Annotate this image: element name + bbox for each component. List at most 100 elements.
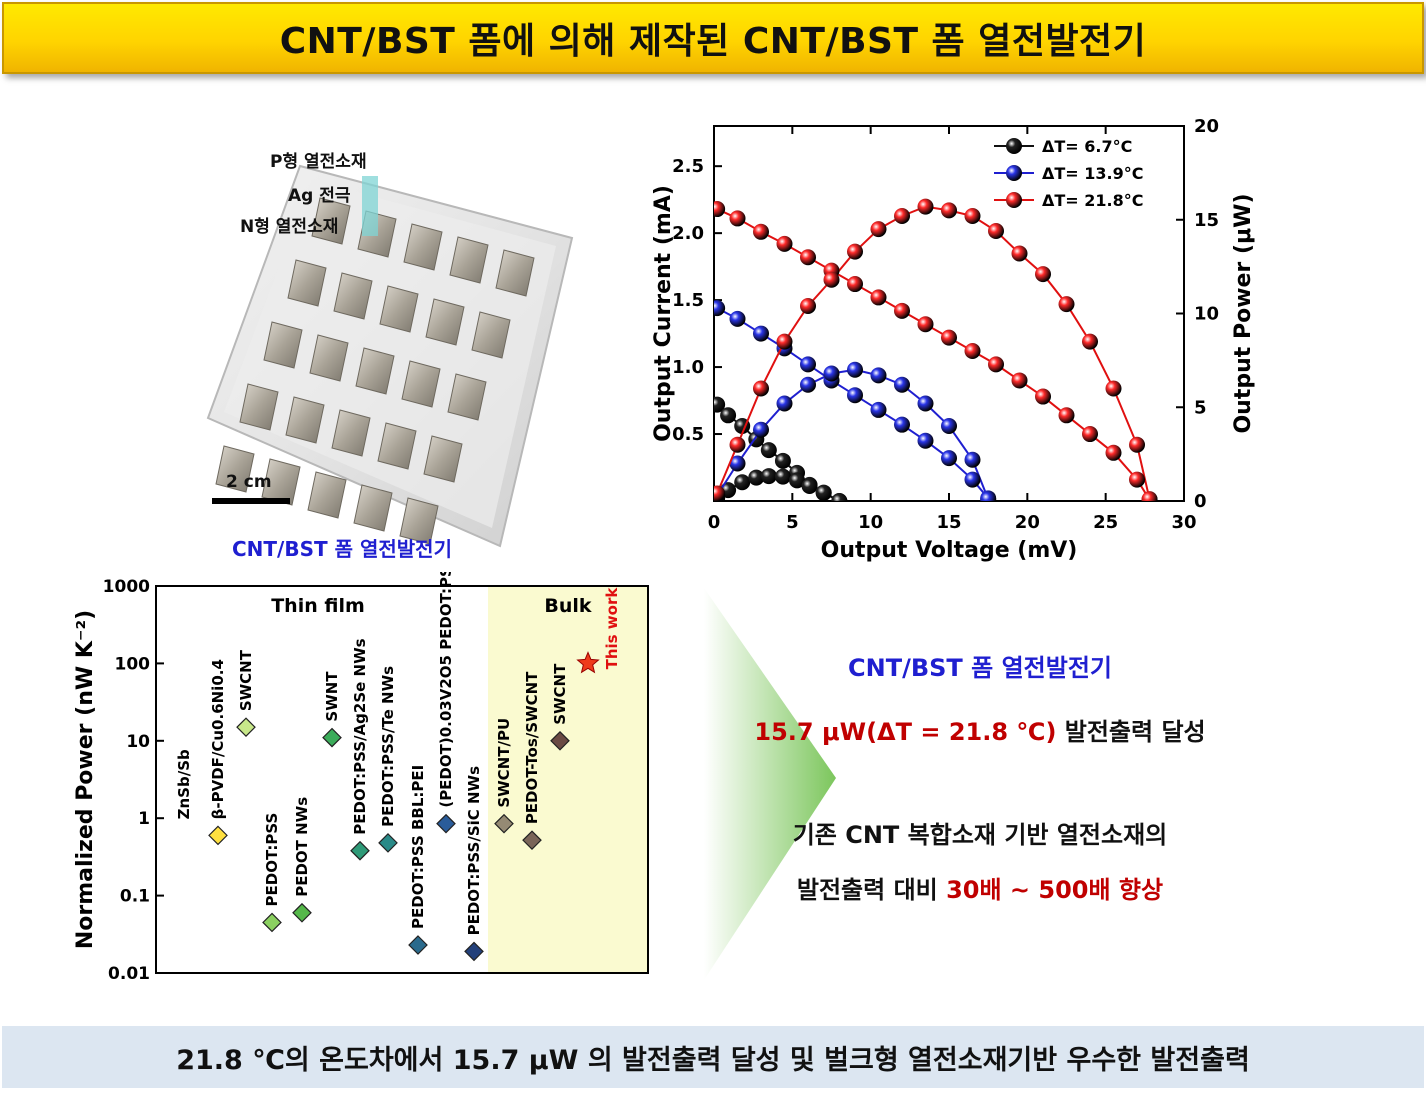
current-point — [1105, 444, 1122, 461]
current-point — [870, 289, 887, 306]
power-point — [753, 380, 769, 397]
data-point — [322, 727, 342, 748]
power-point — [917, 395, 934, 412]
current-point — [714, 396, 726, 413]
power-point — [964, 451, 981, 468]
power-point — [753, 421, 769, 438]
thermoelectric-leg — [471, 311, 511, 359]
current-point — [720, 407, 737, 424]
current-point — [760, 442, 777, 459]
thermoelectric-leg — [309, 334, 349, 382]
current-point — [870, 401, 887, 418]
data-point — [436, 813, 456, 834]
power-point — [748, 469, 765, 486]
y2-axis-label: Output Power (μW) — [1231, 193, 1256, 433]
line4-prefix: 발전출력 대비 — [796, 876, 947, 904]
thermoelectric-leg — [307, 471, 347, 519]
x-tick-label: 25 — [1093, 512, 1118, 533]
ag-electrode-label: Ag 전극 — [288, 186, 351, 206]
current-point — [1058, 407, 1075, 424]
power-point — [988, 223, 1004, 239]
current-point — [964, 471, 981, 488]
power-point — [776, 395, 793, 412]
y2-tick-label: 0 — [1194, 491, 1207, 512]
power-point — [917, 198, 934, 215]
power-point — [815, 484, 832, 501]
bulk-region — [488, 586, 648, 973]
region-bulk-label: Bulk — [544, 595, 592, 617]
current-point — [753, 223, 769, 240]
output-value: 15.7 μW(ΔT = 21.8 ℃) — [754, 718, 1057, 746]
result-heading: CNT/BST 폼 열전발전기 — [848, 654, 1112, 682]
current-point — [753, 325, 769, 342]
y-tick-label: 100 — [115, 654, 151, 674]
power-point — [980, 491, 997, 501]
plot-frame — [155, 585, 649, 974]
thermoelectric-leg — [311, 197, 351, 245]
current-point — [917, 316, 934, 333]
iv-power-chart: 0 5 10 15 20 25 30 0.5 1.0 1.5 2.0 2.5 0 5 10 15 20 Outpu… — [651, 116, 1256, 563]
power-point — [894, 208, 910, 224]
y-tick-label: 1000 — [103, 577, 150, 597]
photo-caption: CNT/BST 폼 열전발전기 — [232, 537, 452, 561]
current-point — [894, 302, 910, 319]
y-tick-label: 2.0 — [672, 223, 704, 244]
data-point — [208, 825, 228, 846]
data-point — [236, 717, 256, 738]
current-point — [729, 310, 746, 327]
power-point — [1082, 333, 1098, 350]
result-line-3: 기존 CNT 복합소재 기반 열전소재의 — [792, 821, 1168, 849]
data-point — [522, 830, 542, 851]
current-point — [941, 329, 957, 346]
y-tick-label: 0.5 — [672, 424, 704, 445]
title-banner: CNT/BST 폼에 의해 제작된 CNT/BST 폼 열전발전기 — [2, 2, 1424, 74]
legend-marker — [1006, 138, 1022, 154]
data-point-label: SWNT — [323, 671, 341, 722]
legend-label: ΔT= 21.8°C — [1042, 191, 1144, 210]
power-point — [714, 485, 726, 501]
data-point — [550, 730, 570, 751]
data-point-label: PEDOT-Tos/SWCNT — [523, 671, 541, 824]
data-point — [408, 935, 428, 955]
current-point — [894, 416, 910, 433]
this-work-star — [576, 651, 600, 674]
thermoelectric-leg — [401, 360, 441, 408]
power-point — [870, 221, 887, 238]
x-tick-label: 15 — [936, 512, 961, 533]
data-point-label: PEDOT:PSS/Te NWs — [379, 666, 397, 827]
power-point — [1035, 266, 1051, 283]
current-point — [988, 356, 1004, 373]
thermoelectric-leg — [423, 435, 463, 483]
thermoelectric-leg — [355, 347, 395, 395]
thermoelectric-leg — [495, 249, 535, 297]
power-point — [1129, 436, 1145, 453]
thermoelectric-leg — [215, 445, 255, 493]
result-output-line: 15.7 μW(ΔT = 21.8 ℃) 발전출력 달성 — [700, 712, 1260, 747]
current-point — [714, 201, 726, 218]
y2-tick-label: 10 — [1194, 304, 1219, 325]
power-point — [847, 361, 863, 378]
y-tick-label: 0.01 — [108, 964, 150, 984]
thermoelectric-leg — [287, 259, 327, 307]
current-point — [847, 276, 863, 293]
thermoelectric-leg — [239, 383, 279, 431]
power-point — [774, 468, 791, 485]
y2-tick-label: 15 — [1194, 210, 1219, 231]
power-point — [823, 365, 840, 382]
x-tick-label: 5 — [786, 512, 799, 533]
current-point — [774, 452, 791, 469]
thermoelectric-leg — [353, 484, 393, 532]
power-point — [760, 468, 777, 485]
footer-text: 21.8 ℃의 온도차에서 15.7 μW 의 발전출력 달성 및 벌크형 열전… — [176, 1044, 1250, 1076]
thermoelectric-leg — [447, 373, 487, 421]
data-point-label: PEDOT NWs — [293, 797, 311, 897]
thermoelectric-leg — [261, 458, 301, 506]
power-point — [1011, 245, 1028, 262]
y-tick-label: 2.5 — [672, 156, 704, 177]
power-point — [1105, 380, 1122, 397]
data-point-label: PEDOT:PSS/SiC NWs — [465, 766, 483, 936]
legend-marker — [1006, 165, 1022, 181]
data-point — [494, 813, 514, 834]
thermoelectric-leg — [333, 272, 373, 320]
data-point-label: PEDOT:PSS — [263, 813, 281, 907]
